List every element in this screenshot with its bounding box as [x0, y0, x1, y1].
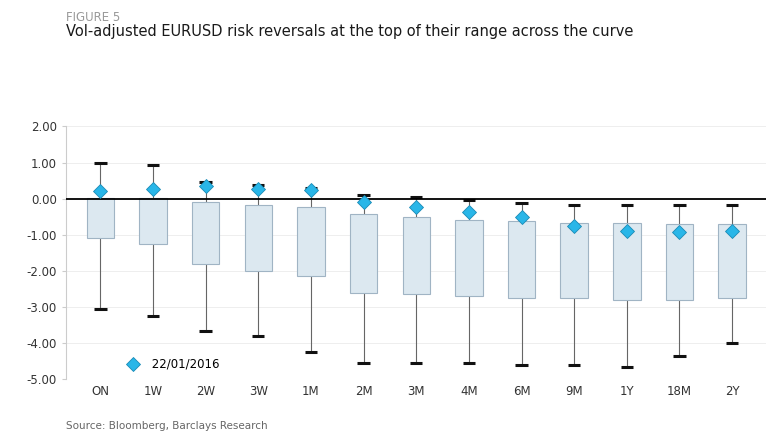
Bar	[613, 223, 640, 300]
Bar	[402, 218, 430, 294]
Bar	[455, 220, 482, 296]
Bar	[666, 224, 693, 300]
Text: FIGURE 5: FIGURE 5	[66, 11, 121, 24]
Bar	[86, 198, 114, 238]
Bar	[244, 205, 272, 271]
Legend:  22/01/2016: 22/01/2016	[121, 358, 219, 371]
Text: Source: Bloomberg, Barclays Research: Source: Bloomberg, Barclays Research	[66, 421, 268, 431]
Bar	[560, 223, 588, 298]
Text: Vol-adjusted EURUSD risk reversals at the top of their range across the curve: Vol-adjusted EURUSD risk reversals at th…	[66, 24, 633, 39]
Bar	[718, 224, 746, 298]
Bar	[192, 201, 219, 264]
Bar	[297, 207, 324, 276]
Bar	[508, 221, 535, 298]
Bar	[139, 198, 166, 244]
Bar	[350, 214, 377, 293]
